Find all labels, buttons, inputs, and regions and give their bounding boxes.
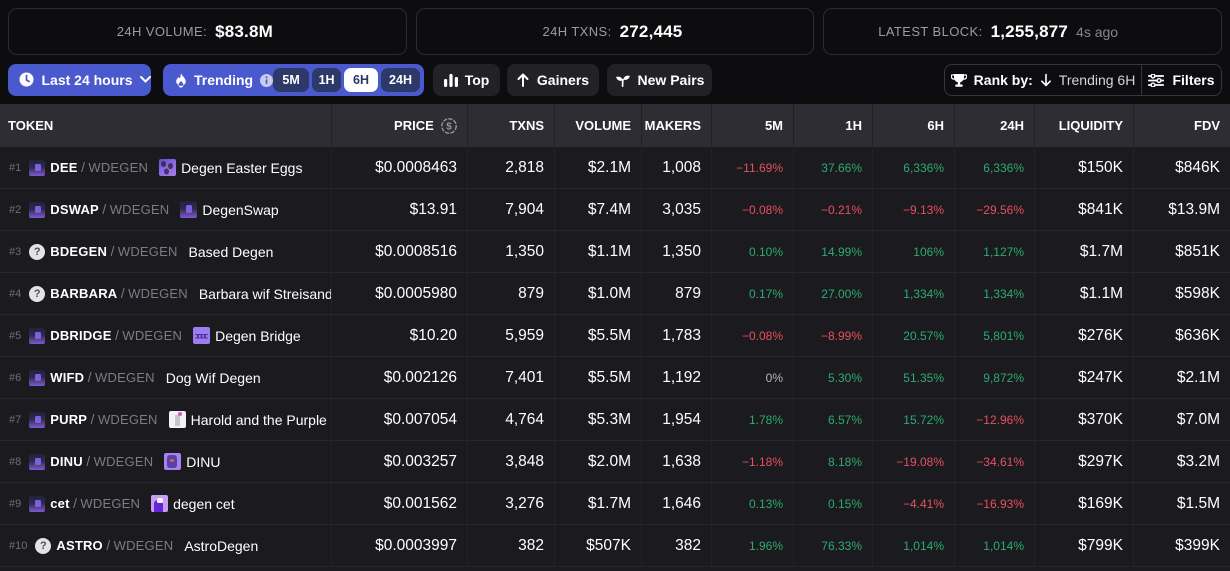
- svg-text:$: $: [446, 121, 452, 132]
